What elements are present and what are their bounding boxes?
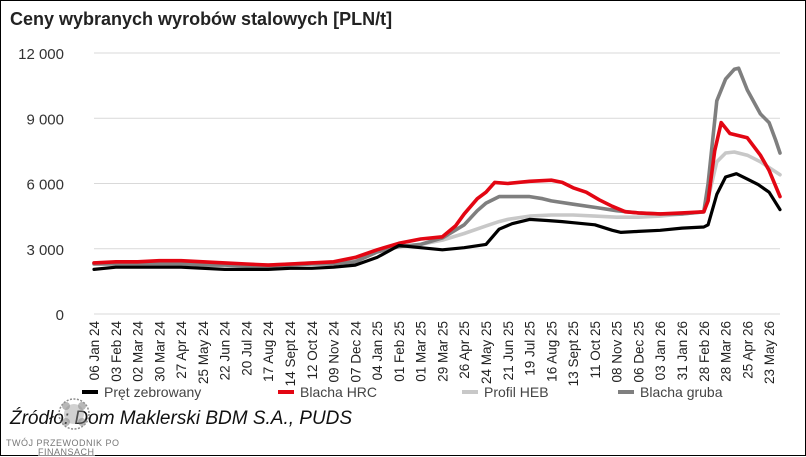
x-tick-label: 23 May 26 bbox=[762, 321, 777, 384]
y-axis-ticks: 0 3 000 6 000 9 000 12 000 bbox=[18, 46, 64, 324]
source-note: Źródło: Dom Maklerski BDM S.A., PUDS bbox=[10, 408, 353, 429]
watermark-text-line2: FINANSACH bbox=[38, 447, 95, 457]
grid-lines bbox=[94, 52, 780, 315]
x-tick-label: 01 Feb 25 bbox=[392, 321, 407, 382]
watermark: TWÓJ PRZEWODNIK PO FINANSACH bbox=[2, 394, 152, 457]
x-tick-label: 26 Apr 25 bbox=[457, 321, 472, 379]
x-tick-label: 28 Feb 26 bbox=[697, 321, 712, 382]
y-tick-label: 12 000 bbox=[18, 46, 64, 63]
x-tick-label: 22 Jun 24 bbox=[218, 321, 233, 381]
watermark-text-line1: TWÓJ PRZEWODNIK PO bbox=[6, 438, 120, 448]
x-tick-label: 08 Nov 25 bbox=[610, 321, 625, 383]
legend-label: Blacha gruba bbox=[640, 384, 723, 400]
x-tick-label: 03 Jan 26 bbox=[653, 321, 668, 380]
chart-title: Ceny wybranych wyrobów stalowych [PLN/t] bbox=[10, 9, 393, 29]
legend-label: Blacha HRC bbox=[300, 384, 377, 400]
x-tick-label: 27 Apr 24 bbox=[174, 321, 189, 379]
x-tick-label: 17 Aug 24 bbox=[261, 321, 276, 382]
x-tick-label: 14 Sept 24 bbox=[283, 321, 298, 387]
legend-label: Profil HEB bbox=[484, 384, 549, 400]
legend: Pręt zebrowany Blacha HRC Profil HEB Blacha… bbox=[82, 384, 723, 400]
x-tick-label: 09 Nov 24 bbox=[327, 321, 342, 383]
watermark-logo bbox=[58, 398, 90, 430]
y-tick-label: 0 bbox=[56, 307, 64, 324]
x-tick-label: 03 Feb 24 bbox=[109, 321, 124, 382]
x-axis-ticks: 06 Jan 24 03 Feb 24 02 Mar 24 30 Mar 24 27 A… bbox=[87, 321, 777, 387]
x-tick-label: 31 Jan 26 bbox=[675, 321, 690, 380]
series-lines bbox=[92, 66, 782, 271]
x-tick-label: 28 Mar 26 bbox=[719, 321, 734, 382]
x-tick-label: 19 Jul 25 bbox=[523, 321, 538, 376]
x-tick-label: 29 Mar 25 bbox=[435, 321, 450, 382]
x-tick-label: 12 Oct 24 bbox=[305, 321, 320, 380]
x-tick-label: 02 Mar 24 bbox=[131, 321, 146, 382]
y-tick-label: 9 000 bbox=[26, 111, 64, 128]
series-line bbox=[92, 120, 782, 267]
y-tick-label: 6 000 bbox=[26, 177, 64, 194]
series-line bbox=[92, 172, 782, 271]
x-tick-label: 16 Aug 25 bbox=[544, 321, 559, 382]
x-tick-label: 06 Dec 25 bbox=[631, 321, 646, 383]
x-tick-label: 21 Jun 25 bbox=[501, 321, 516, 380]
x-tick-label: 04 Jan 25 bbox=[370, 321, 385, 380]
x-tick-label: 11 Oct 25 bbox=[588, 321, 603, 379]
x-tick-label: 25 May 24 bbox=[196, 321, 211, 385]
x-tick-label: 01 Mar 25 bbox=[414, 321, 429, 382]
x-tick-label: 30 Mar 24 bbox=[152, 321, 167, 382]
x-tick-label: 24 May 25 bbox=[479, 321, 494, 384]
x-tick-label: 06 Jan 24 bbox=[87, 321, 102, 381]
y-tick-label: 3 000 bbox=[26, 242, 64, 259]
series-line bbox=[92, 66, 782, 268]
x-tick-label: 20 Jul 24 bbox=[239, 321, 254, 376]
legend-label: Pręt zebrowany bbox=[104, 384, 201, 400]
x-tick-label: 25 Apr 26 bbox=[740, 321, 755, 379]
x-tick-label: 07 Dec 24 bbox=[348, 321, 363, 383]
x-tick-label: 13 Sept 25 bbox=[566, 321, 581, 386]
